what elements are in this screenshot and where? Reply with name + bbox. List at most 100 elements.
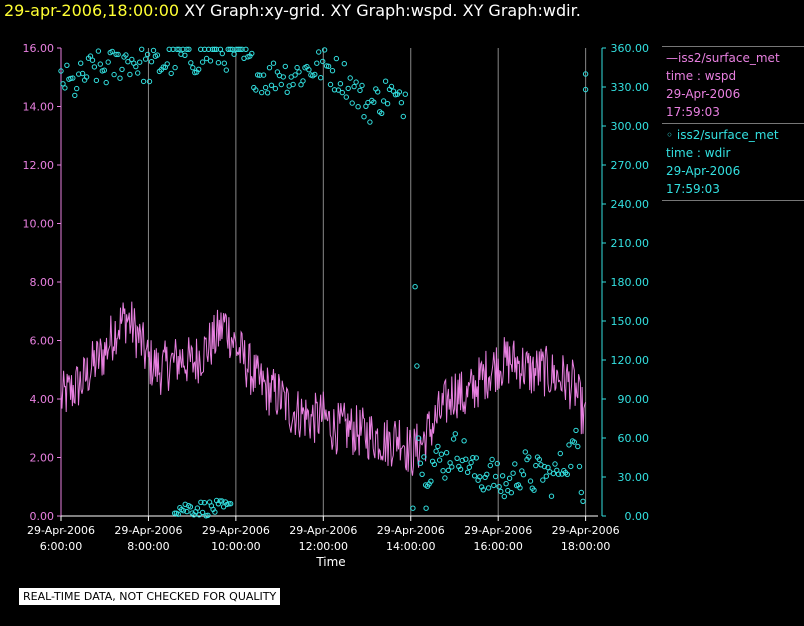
wdir-point-166	[384, 101, 391, 107]
wdir-point-94	[243, 46, 249, 52]
x-axis-label: Time	[315, 555, 345, 569]
legend-wdir-var: time : wdir	[666, 146, 731, 160]
wdir-point-113	[280, 74, 286, 80]
x-tick-date-3: 29-Apr-2006	[289, 524, 357, 537]
y-right-tick-label-12: 360.00	[611, 42, 650, 55]
wdir-point-86	[227, 46, 233, 52]
wdir-point-191	[438, 451, 445, 457]
wdir-point-107	[268, 82, 275, 89]
wdir-point-193	[442, 475, 448, 481]
wdir-point-52	[160, 64, 167, 70]
wdir-point-77	[209, 46, 216, 52]
wdir-point-299	[217, 498, 223, 504]
wdir-point-242	[527, 478, 534, 484]
wdir-point-231	[508, 490, 514, 496]
wdir-point-174	[400, 113, 406, 120]
wdir-point-66	[188, 60, 194, 66]
y-right-tick-label-1: 30.00	[618, 471, 650, 484]
y-right-tick-label-5: 150.00	[611, 315, 650, 328]
wdir-point-177	[414, 363, 420, 369]
wdir-point-153	[359, 82, 365, 89]
wdir-point-232	[510, 470, 516, 476]
wdir-point-245	[533, 462, 539, 469]
wdir-point-141	[335, 87, 342, 93]
wdir-point-146	[345, 85, 351, 92]
quality-disclaimer: REAL-TIME DATA, NOT CHECKED FOR QUALITY	[19, 588, 281, 605]
wdir-point-222	[492, 473, 499, 480]
legend-wspd-time: 17:59:03	[666, 105, 720, 119]
wdir-point-157	[367, 119, 373, 125]
wdir-point-31	[119, 66, 125, 73]
wdir-point-267	[571, 439, 577, 445]
wdir-point-233	[512, 461, 518, 467]
wdir-point-305	[227, 501, 234, 507]
wdir-point-152	[357, 87, 363, 94]
wdir-point-112	[278, 81, 284, 88]
wdir-point-80	[215, 60, 222, 66]
legend-wdir-time: 17:59:03	[666, 182, 720, 196]
wdir-point-198	[450, 436, 457, 442]
wdir-point-180	[419, 471, 425, 477]
wdir-point-259	[557, 450, 563, 457]
wdir-point-304	[226, 501, 232, 507]
legend-item-wspd: —iss2/surface_met time : wspd 29-Apr-200…	[662, 46, 804, 123]
wdir-point-179	[417, 460, 424, 466]
wdir-point-256	[552, 461, 558, 467]
wdir-point-97	[249, 50, 255, 57]
wdir-point-43	[142, 56, 149, 62]
wdir-point-307	[582, 86, 589, 93]
wdir-point-59	[174, 46, 180, 52]
y-left-tick-label-6: 12.00	[23, 159, 55, 172]
wdir-point-292	[205, 512, 211, 518]
legend-wspd-date: 29-Apr-2006	[666, 87, 741, 101]
y-left-tick-label-7: 14.00	[23, 101, 55, 114]
y-axis-left-ticks: 0.00 2.00 4.00 6.00 8.00 10.00 12.00 14.00 16.00	[23, 42, 61, 523]
wdir-point-0	[58, 68, 64, 74]
wdir-point-205	[463, 456, 469, 462]
legend-wspd-var: time : wspd	[666, 69, 737, 83]
y-left-tick-label-5: 10.00	[23, 218, 55, 231]
wdir-point-189	[435, 443, 441, 450]
wdir-point-84	[223, 67, 230, 73]
header-date: 29-apr-2006,18:00:00	[4, 1, 180, 20]
wdir-point-165	[382, 78, 389, 84]
wdir-point-42	[140, 78, 147, 85]
wdir-point-45	[146, 78, 153, 85]
wdir-point-154	[361, 114, 367, 120]
wdir-point-81	[217, 46, 224, 52]
wdir-point-145	[343, 94, 349, 100]
wdir-point-176	[412, 284, 418, 290]
wdir-point-10	[78, 60, 84, 66]
x-tick-time-2: 10:00:00	[211, 540, 260, 553]
wdir-point-199	[452, 431, 458, 437]
wdir-point-151	[355, 104, 361, 110]
legend-item-wdir: ◦ iss2/surface_met time : wdir 29-Apr-20…	[662, 123, 804, 201]
wdir-point-119	[292, 72, 298, 78]
x-tick-date-1: 29-Apr-2006	[114, 524, 182, 537]
wdir-point-108	[270, 60, 277, 66]
wdir-point-296	[212, 509, 218, 515]
wdir-point-263	[564, 471, 570, 478]
wdir-point-278	[180, 508, 187, 514]
wdir-point-207	[466, 464, 472, 470]
wdir-point-27	[111, 71, 117, 78]
wdir-point-140	[333, 55, 340, 62]
wdir-point-100	[255, 72, 261, 78]
wdir-point-65	[186, 46, 192, 52]
wdir-point-16	[89, 57, 96, 63]
x-tick-time-4: 14:00:00	[386, 540, 435, 553]
y-left-tick-label-8: 16.00	[23, 42, 55, 55]
wdir-point-228	[503, 481, 509, 487]
wdir-point-168	[388, 83, 395, 90]
wdir-point-289	[199, 509, 206, 516]
window-title: 29-apr-2006,18:00:00 XY Graph:xy-grid. X…	[4, 0, 581, 22]
y-right-tick-label-7: 210.00	[611, 237, 650, 250]
wdir-point-150	[353, 79, 359, 85]
wdir-point-143	[339, 89, 345, 96]
wdir-point-175	[402, 91, 408, 97]
wdir-point-230	[506, 475, 513, 481]
wdir-point-255	[550, 470, 556, 477]
wdir-point-190	[436, 457, 443, 463]
wdir-point-173	[398, 100, 405, 106]
wdir-point-89	[233, 46, 239, 52]
